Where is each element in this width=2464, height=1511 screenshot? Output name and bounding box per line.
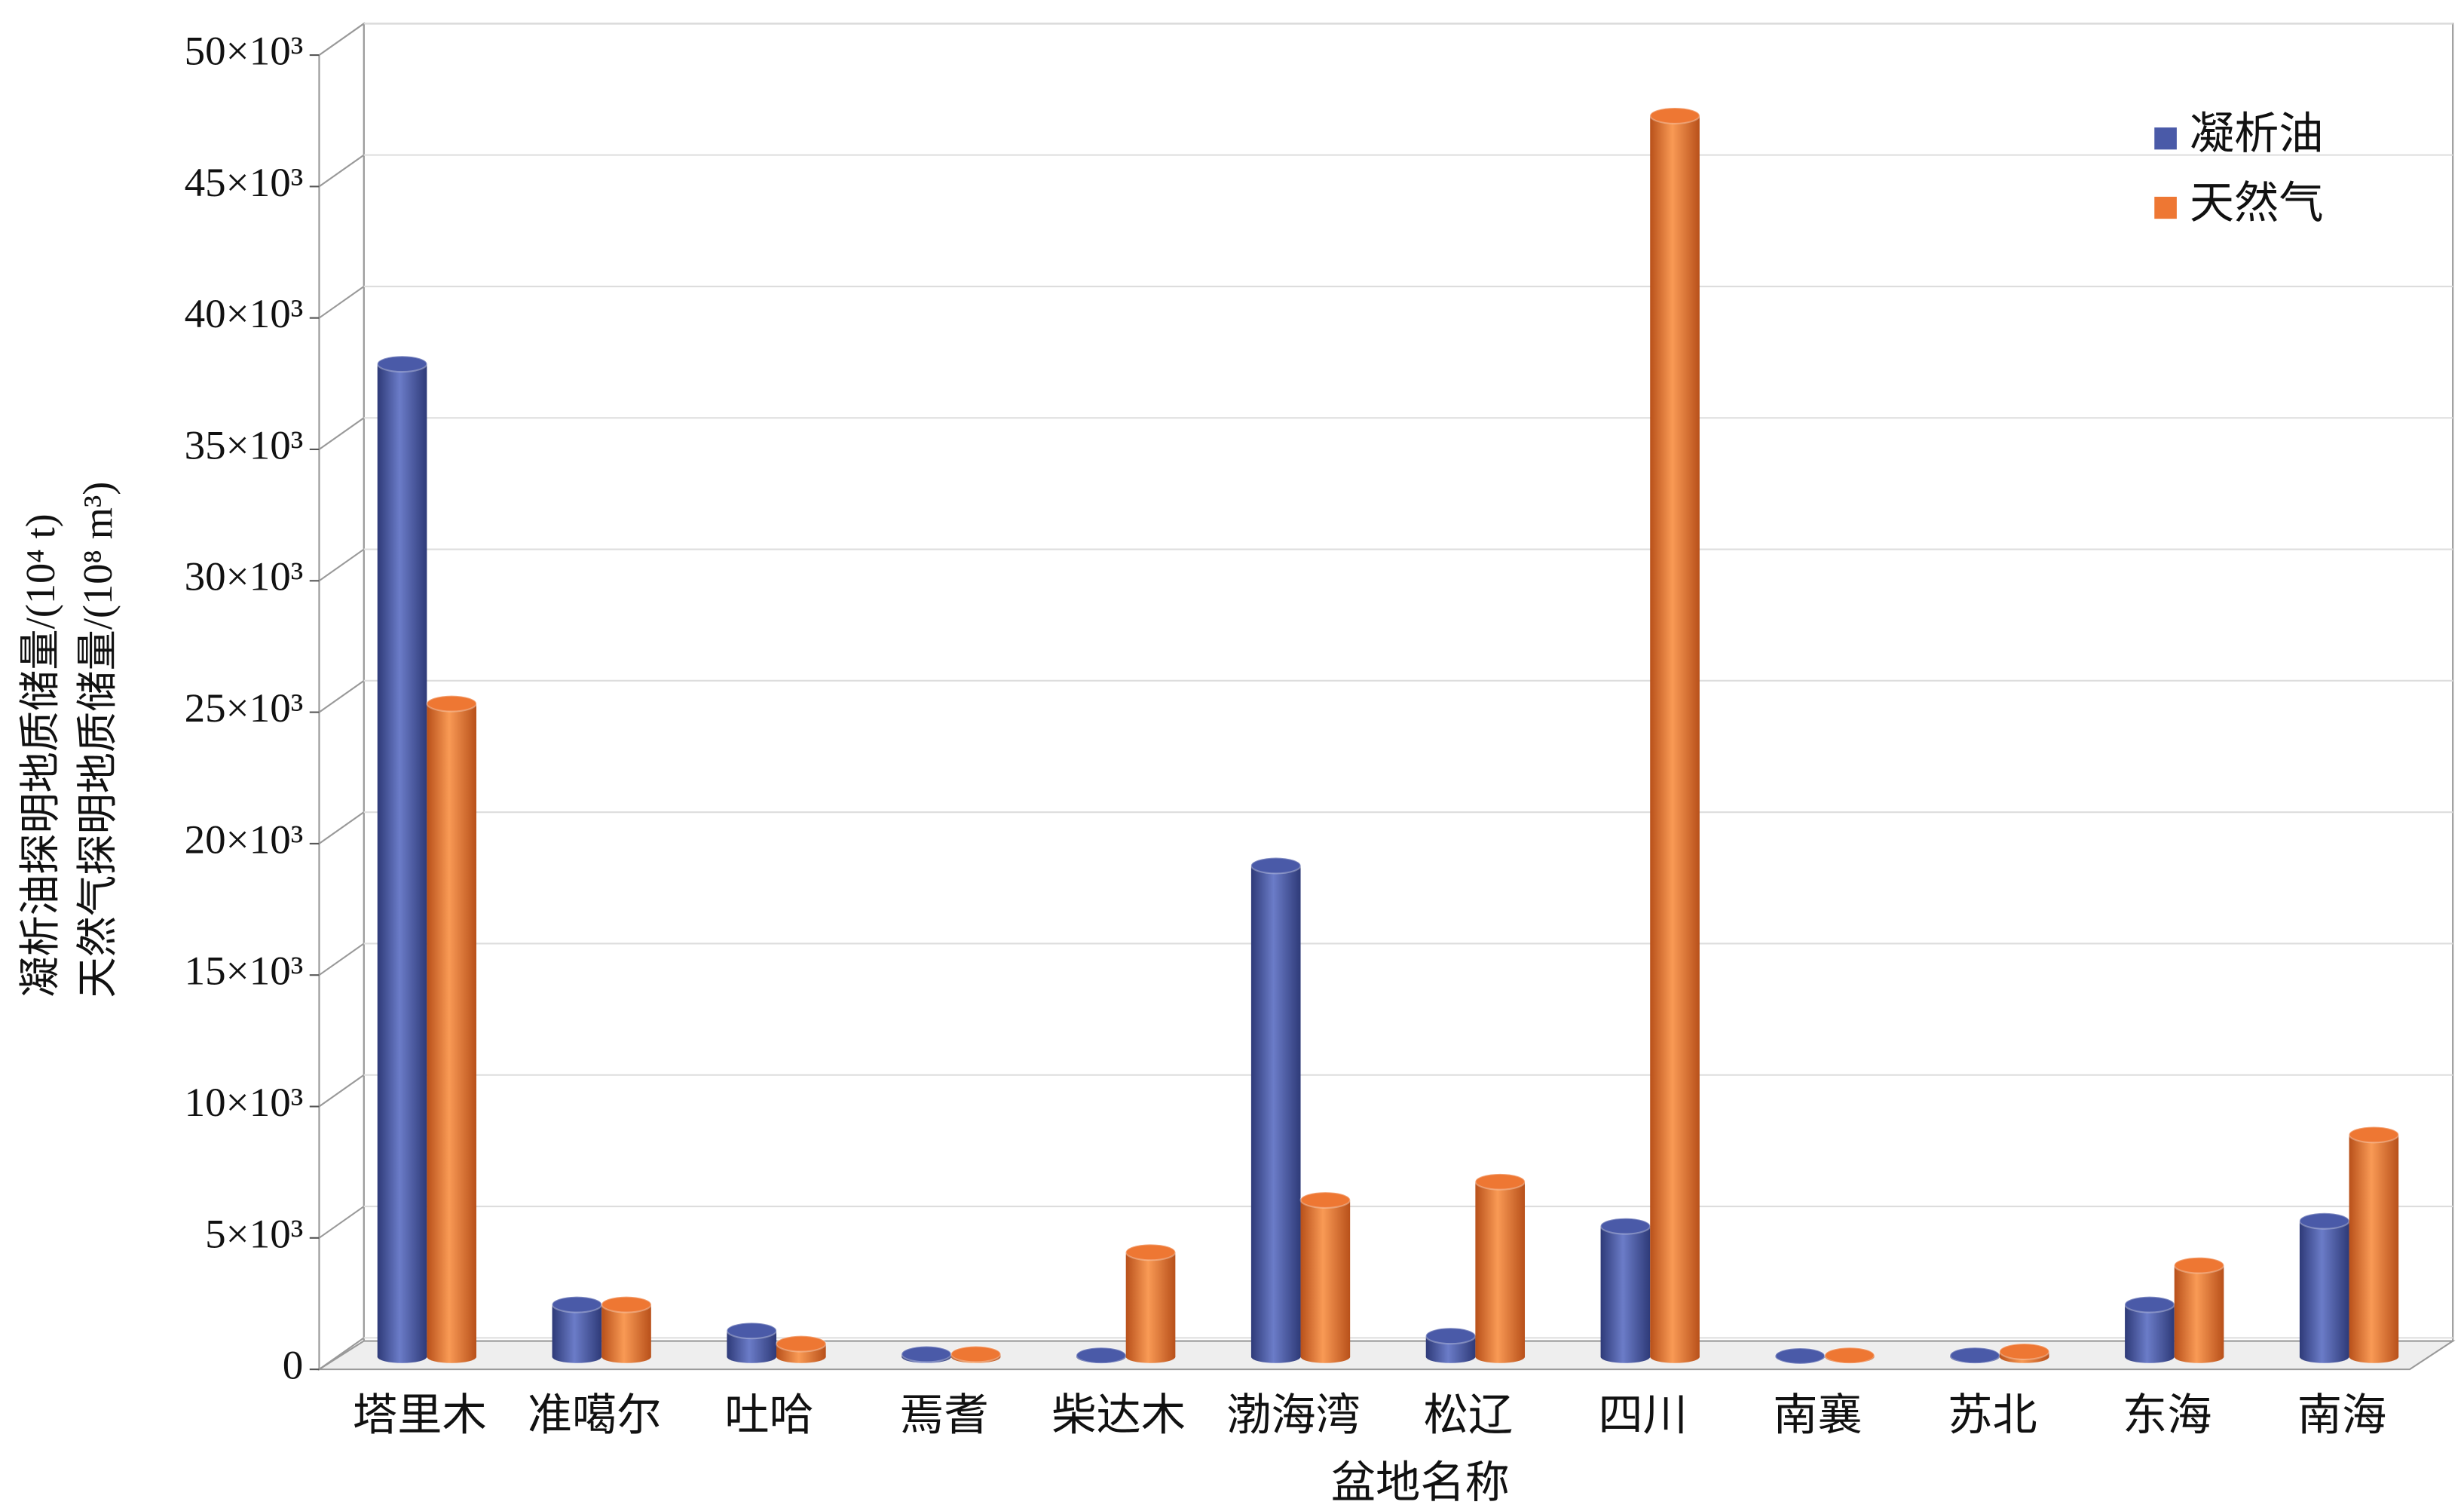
bar-top: [1649, 106, 1700, 124]
bar-top: [1949, 1347, 2000, 1365]
y-tick-label: 5×10³: [205, 1211, 303, 1257]
legend-swatch: [2154, 127, 2177, 150]
x-tick-label: 四川: [1598, 1391, 1688, 1440]
bar-top: [2124, 1295, 2175, 1313]
bar-base: [2299, 1350, 2349, 1363]
bar-base: [601, 1350, 651, 1363]
floor: [316, 1340, 2456, 1371]
bar: [2174, 1265, 2224, 1357]
bar: [1250, 865, 1301, 1357]
back-wall: [363, 23, 2454, 1342]
bar-base: [1475, 1350, 1526, 1363]
grid-line: [318, 548, 365, 582]
bar-top: [2348, 1126, 2400, 1144]
grid-line: [318, 23, 365, 56]
bar-top: [1774, 1347, 1826, 1365]
bar-base: [552, 1350, 602, 1363]
x-tick-label: 苏北: [1948, 1391, 2037, 1440]
bar: [552, 1304, 602, 1357]
grid-line: [318, 942, 365, 976]
y-tick-label: 40×10³: [185, 290, 304, 336]
grid-line: [318, 1206, 365, 1239]
bar-top: [551, 1295, 603, 1313]
grid-line: [318, 1337, 365, 1370]
grid-line: [318, 679, 365, 713]
bar: [427, 703, 476, 1357]
bar: [2349, 1134, 2399, 1357]
x-tick-label: 南襄: [1773, 1391, 1863, 1440]
bar-top: [901, 1345, 952, 1363]
bar-top: [601, 1295, 652, 1313]
bar-base: [2349, 1350, 2399, 1363]
bar-base: [727, 1350, 777, 1363]
legend-label: 天然气: [2190, 179, 2324, 228]
x-tick-label: 柴达木: [1051, 1391, 1186, 1440]
bar-top: [1299, 1191, 1351, 1209]
y-tick-label: 20×10³: [185, 817, 304, 863]
bar: [2125, 1304, 2175, 1357]
bar-top: [1823, 1347, 1875, 1365]
bar-base: [377, 1350, 427, 1363]
x-tick-label: 南海: [2297, 1391, 2387, 1440]
bar-top: [1474, 1172, 1526, 1191]
bar-base: [1425, 1350, 1476, 1363]
bar-base: [1650, 1350, 1700, 1363]
bar-top: [1425, 1327, 1477, 1345]
x-tick-label: 渤海湾: [1226, 1391, 1361, 1440]
x-tick-label: 焉耆: [899, 1391, 989, 1440]
bar-base: [1250, 1350, 1301, 1363]
y-tick-label: 50×10³: [185, 28, 304, 74]
x-axis-title: 盆地名称: [1331, 1458, 1510, 1507]
bar-top: [426, 694, 478, 713]
bar-top: [376, 355, 428, 373]
grid-line: [318, 286, 365, 319]
bar: [1125, 1252, 1176, 1357]
bar-top: [2173, 1256, 2225, 1274]
bar-base: [2174, 1350, 2224, 1363]
bar: [601, 1304, 651, 1357]
grid-line: [318, 417, 365, 450]
y-tick-label: 45×10³: [185, 159, 304, 205]
grid-line: [318, 1074, 365, 1108]
bar-top: [726, 1322, 778, 1340]
bar-base: [2125, 1350, 2175, 1363]
bar-base: [427, 1350, 476, 1363]
bar-base: [776, 1350, 826, 1363]
grid-line: [318, 154, 365, 188]
bar-top: [1599, 1217, 1651, 1235]
x-tick-label: 准噶尔: [528, 1391, 662, 1440]
y-tick-label: 30×10³: [185, 553, 304, 599]
bar-top: [1125, 1243, 1177, 1261]
bar-top: [950, 1345, 1002, 1363]
x-tick-label: 塔里木: [353, 1391, 487, 1440]
x-tick-label: 松辽: [1424, 1391, 1514, 1440]
y-tick-label: 25×10³: [185, 685, 304, 731]
bar-top: [1998, 1343, 2050, 1360]
bar-top: [775, 1335, 827, 1353]
legend-label: 凝析油: [2190, 109, 2324, 158]
bar: [1650, 115, 1700, 1357]
bar: [2299, 1221, 2349, 1357]
x-tick-label: 吐哈: [724, 1391, 814, 1440]
y-axis-title: 凝析油探明地质储量/(10⁴ t): [17, 513, 63, 997]
bar: [1300, 1200, 1351, 1357]
bar-top: [2298, 1212, 2350, 1230]
bar-base: [1125, 1350, 1176, 1363]
y-tick-label: 15×10³: [185, 948, 304, 994]
x-tick-label: 东海: [2123, 1391, 2212, 1440]
y-tick-label: 10×10³: [185, 1079, 304, 1125]
bar: [377, 363, 427, 1357]
legend-swatch: [2154, 196, 2177, 219]
y-tick-label: 0: [283, 1342, 304, 1388]
bar-base: [1300, 1350, 1351, 1363]
y-tick-label: 35×10³: [185, 422, 304, 468]
bar: [1475, 1182, 1526, 1357]
bar: [1600, 1226, 1651, 1357]
bar-top: [1250, 857, 1302, 875]
bar-base: [1600, 1350, 1651, 1363]
grid-line: [318, 811, 365, 844]
y-axis-title: 天然气探明地质储量/(10⁸ m³): [75, 482, 121, 998]
bar-top: [1076, 1347, 1127, 1365]
